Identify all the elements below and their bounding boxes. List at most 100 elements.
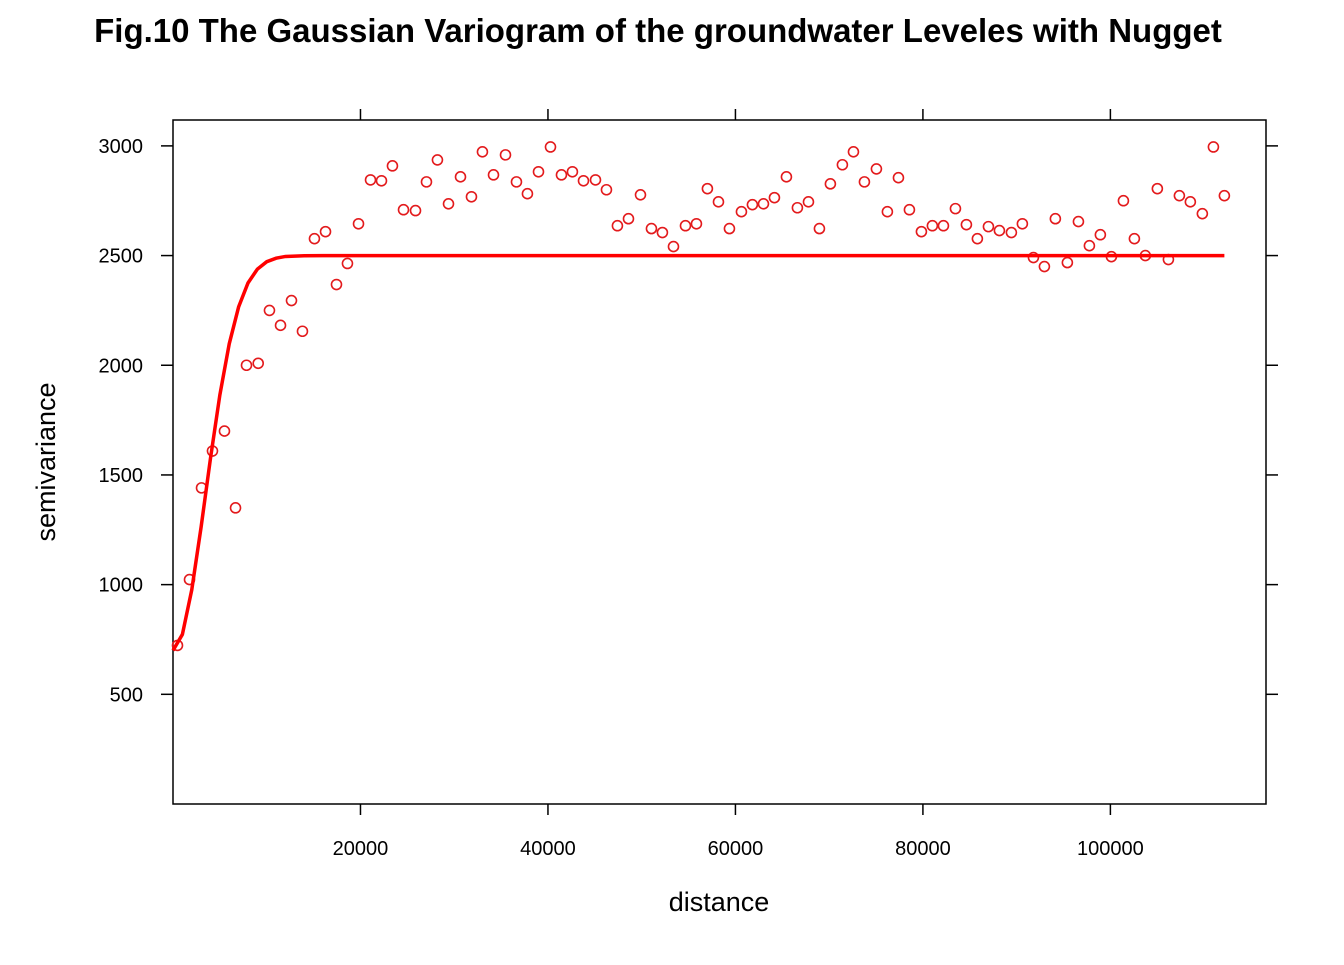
data-point <box>780 171 793 183</box>
data-point <box>296 325 309 338</box>
data-point <box>589 174 602 186</box>
data-point <box>1049 212 1062 225</box>
data-point <box>701 182 714 195</box>
x-tick-label: 40000 <box>520 838 576 860</box>
x-axis-label: distance <box>669 887 770 917</box>
data-point <box>285 294 298 307</box>
data-point <box>645 222 658 235</box>
data-point <box>409 204 422 217</box>
data-point <box>442 197 455 210</box>
data-point <box>813 222 826 235</box>
data-point <box>926 219 939 232</box>
data-point <box>487 169 500 181</box>
data-point <box>903 203 916 216</box>
x-tick-label: 80000 <box>895 838 951 860</box>
data-point <box>465 190 478 203</box>
data-point <box>1128 232 1141 245</box>
data-point <box>881 205 894 218</box>
data-point <box>252 357 265 370</box>
data-point <box>499 149 512 161</box>
data-point <box>319 225 332 238</box>
data-point <box>802 196 815 208</box>
y-tick-label: 1500 <box>99 465 144 487</box>
y-axis-label: semivariance <box>31 382 61 541</box>
data-point <box>791 201 804 214</box>
data-point <box>375 174 388 187</box>
data-point <box>521 187 534 200</box>
data-point <box>870 163 883 175</box>
data-point <box>993 224 1006 237</box>
data-point <box>229 502 242 514</box>
data-point <box>1218 189 1231 202</box>
data-point <box>386 160 399 172</box>
data-point <box>577 174 590 187</box>
data-point <box>420 176 433 188</box>
data-point <box>1184 196 1197 208</box>
data-point <box>735 205 748 218</box>
data-point <box>1072 215 1085 228</box>
plot-frame <box>172 119 1267 805</box>
data-point <box>555 169 568 181</box>
data-point <box>915 225 928 238</box>
x-tick-label: 60000 <box>708 838 764 860</box>
data-point <box>858 176 871 188</box>
y-tick-label: 500 <box>110 684 143 706</box>
data-point <box>982 220 995 233</box>
data-point <box>768 191 781 204</box>
data-point <box>1207 141 1220 153</box>
y-tick-label: 2000 <box>99 355 144 377</box>
data-point <box>263 304 276 317</box>
y-tick-label: 1000 <box>99 575 144 597</box>
data-point <box>1083 239 1096 252</box>
y-tick-label: 3000 <box>99 136 144 158</box>
data-point <box>949 202 962 215</box>
data-point <box>364 174 377 186</box>
data-point <box>1117 194 1130 207</box>
data-point <box>836 158 849 171</box>
data-point <box>532 165 545 178</box>
data-point <box>566 165 579 178</box>
data-point <box>667 240 680 253</box>
data-point <box>723 222 736 235</box>
data-point <box>544 141 557 153</box>
chart-title: Fig.10 The Gaussian Variogram of the gro… <box>94 12 1222 49</box>
data-point <box>892 171 905 184</box>
data-point <box>1005 226 1018 239</box>
data-point <box>341 257 354 270</box>
data-point <box>510 176 523 188</box>
data-point <box>1094 228 1107 241</box>
data-point <box>1151 182 1164 195</box>
data-point <box>746 198 759 211</box>
data-point <box>690 217 703 230</box>
data-point <box>1016 217 1029 230</box>
data-point <box>352 217 365 230</box>
data-point <box>824 178 837 190</box>
data-point <box>757 197 770 210</box>
data-point <box>622 212 635 225</box>
data-point <box>308 232 321 245</box>
data-point <box>656 226 669 239</box>
data-point <box>1027 251 1040 264</box>
data-point <box>600 183 613 196</box>
data-point <box>330 278 343 291</box>
data-point <box>240 359 253 372</box>
data-point <box>1173 189 1186 202</box>
data-point <box>960 218 973 231</box>
data-point <box>476 146 489 158</box>
data-point <box>1038 260 1051 273</box>
data-point <box>274 319 287 332</box>
data-point <box>847 146 860 158</box>
x-tick-label: 20000 <box>333 838 389 860</box>
data-point <box>611 219 624 232</box>
x-tick-label: 100000 <box>1077 838 1144 860</box>
data-point <box>937 219 950 232</box>
data-point <box>971 232 984 245</box>
data-point <box>712 196 725 208</box>
data-point <box>1061 256 1074 269</box>
data-point <box>634 189 647 201</box>
data-point <box>454 171 467 183</box>
y-tick-label: 2500 <box>99 246 144 268</box>
data-point <box>1196 207 1209 220</box>
